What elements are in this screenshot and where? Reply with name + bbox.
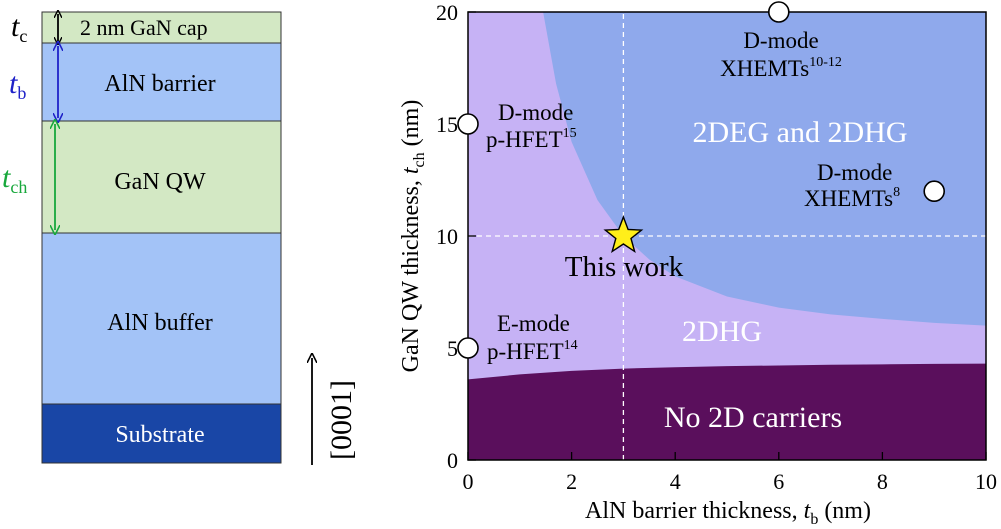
aln-barrier-layer bbox=[41, 42, 282, 122]
region-no-carriers bbox=[468, 363, 986, 460]
tb-label: tb bbox=[9, 67, 26, 103]
phase-diagram: 0 2 4 6 8 10 0 5 10 15 20 2DEG and 2DHG 2DHG No 2D… bbox=[398, 0, 997, 528]
tch-label: tch bbox=[2, 161, 27, 197]
y-axis-label: GaN QW thickness, tch (nm) bbox=[398, 100, 428, 373]
y-tick-label: 0 bbox=[447, 448, 458, 473]
tc-label: tc bbox=[11, 10, 27, 46]
point-label-line2: p-HFET15 bbox=[486, 126, 577, 152]
gan-cap-layer bbox=[41, 11, 282, 44]
layer-stack: 2 nm GaN cap AlN barrier GaN QW AlN buff… bbox=[2, 10, 358, 465]
x-axis-label: AlN barrier thickness, tb (nm) bbox=[585, 498, 871, 528]
data-markers bbox=[457, 1, 946, 359]
growth-direction-label: [0001] bbox=[325, 380, 358, 460]
substrate-layer bbox=[41, 403, 282, 464]
region-label-no-carriers: No 2D carriers bbox=[664, 401, 842, 434]
point-label-line1: D-mode bbox=[743, 28, 818, 53]
aln-buffer-layer bbox=[41, 232, 282, 405]
region-2dhg bbox=[468, 12, 986, 460]
y-tick-label: 10 bbox=[436, 224, 458, 249]
axis-ticks: 0 2 4 6 8 10 0 5 10 15 20 bbox=[436, 0, 997, 494]
point-label-line2: p-HFET14 bbox=[487, 338, 578, 364]
point-label-line1: E-mode bbox=[497, 311, 570, 336]
x-tick-label: 8 bbox=[877, 469, 888, 494]
data-point bbox=[767, 1, 790, 23]
this-work-star bbox=[603, 215, 644, 254]
point-label-line2: XHEMTs8 bbox=[804, 185, 900, 211]
qw-label: GaN QW bbox=[114, 169, 206, 195]
cap-label: 2 nm GaN cap bbox=[80, 15, 208, 40]
y-tick-label: 15 bbox=[436, 112, 458, 137]
y-tick-label: 20 bbox=[436, 0, 458, 25]
x-tick-label: 2 bbox=[566, 469, 577, 494]
this-work-label: This work bbox=[565, 251, 684, 283]
point-label-line1: D-mode bbox=[817, 160, 892, 185]
x-tick-label: 4 bbox=[670, 469, 681, 494]
buffer-label: AlN buffer bbox=[107, 310, 213, 336]
point-label-line2: XHEMTs10-12 bbox=[720, 55, 842, 81]
x-tick-label: 6 bbox=[773, 469, 784, 494]
x-tick-label: 0 bbox=[463, 469, 474, 494]
region-label-2dhg: 2DHG bbox=[682, 315, 762, 348]
data-point bbox=[923, 180, 946, 202]
data-point bbox=[457, 337, 479, 359]
y-tick-label: 5 bbox=[447, 336, 458, 361]
barrier-label: AlN barrier bbox=[104, 71, 215, 97]
substrate-label: Substrate bbox=[115, 422, 204, 448]
data-point bbox=[457, 113, 479, 135]
point-label-line1: D-mode bbox=[498, 100, 573, 125]
x-tick-label: 10 bbox=[975, 469, 997, 494]
region-label-2deg-2dhg: 2DEG and 2DHG bbox=[693, 116, 908, 149]
gan-qw-layer bbox=[41, 120, 282, 234]
